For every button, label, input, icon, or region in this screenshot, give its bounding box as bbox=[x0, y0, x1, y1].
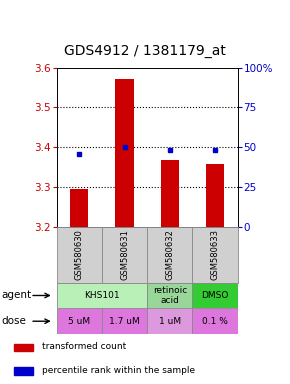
Bar bbox=[102, 227, 147, 283]
Text: 0.1 %: 0.1 % bbox=[202, 317, 228, 326]
Bar bbox=[193, 227, 238, 283]
Bar bbox=[57, 283, 147, 308]
Bar bbox=[147, 227, 193, 283]
Bar bbox=[115, 79, 134, 227]
Text: 1 uM: 1 uM bbox=[159, 317, 181, 326]
Text: GSM580631: GSM580631 bbox=[120, 229, 129, 280]
Text: GSM580632: GSM580632 bbox=[165, 229, 174, 280]
Text: 5 uM: 5 uM bbox=[68, 317, 90, 326]
Text: DMSO: DMSO bbox=[202, 291, 229, 300]
Bar bbox=[147, 283, 193, 308]
Text: GSM580633: GSM580633 bbox=[211, 229, 220, 280]
Bar bbox=[193, 283, 238, 308]
Text: retinoic
acid: retinoic acid bbox=[153, 286, 187, 305]
Text: dose: dose bbox=[1, 316, 26, 326]
Bar bbox=[14, 344, 33, 351]
Bar bbox=[193, 308, 238, 334]
Text: KHS101: KHS101 bbox=[84, 291, 120, 300]
Bar bbox=[70, 189, 88, 227]
Text: transformed count: transformed count bbox=[42, 342, 126, 351]
Bar bbox=[161, 160, 179, 227]
Text: GSM580630: GSM580630 bbox=[75, 229, 84, 280]
Bar bbox=[57, 308, 102, 334]
Text: agent: agent bbox=[1, 290, 32, 301]
Text: 1.7 uM: 1.7 uM bbox=[109, 317, 140, 326]
Text: percentile rank within the sample: percentile rank within the sample bbox=[42, 366, 195, 374]
Bar bbox=[147, 308, 193, 334]
Text: GDS4912 / 1381179_at: GDS4912 / 1381179_at bbox=[64, 44, 226, 58]
Bar bbox=[102, 308, 147, 334]
Bar bbox=[206, 164, 224, 227]
Bar bbox=[14, 367, 33, 375]
Bar bbox=[57, 227, 102, 283]
